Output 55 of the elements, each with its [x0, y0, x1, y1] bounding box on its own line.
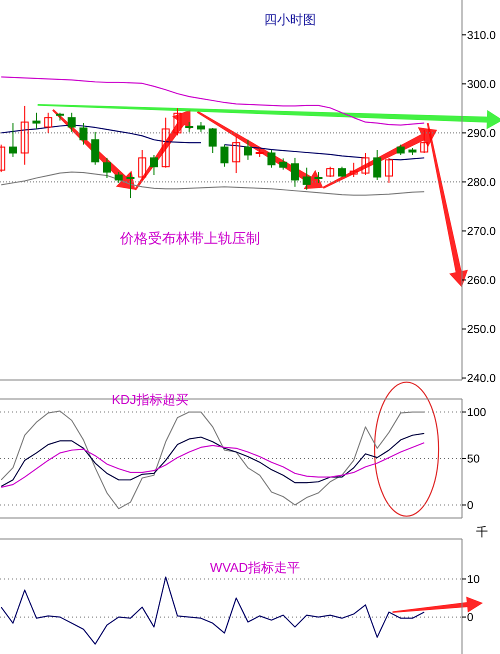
candlestick	[44, 112, 52, 134]
y-tick-label: 50	[467, 454, 480, 466]
candlestick	[150, 154, 158, 176]
y-tick-label: 260.0	[467, 274, 496, 287]
y-tick-label: 250.0	[467, 324, 496, 336]
y-tick-label: 280.0	[467, 176, 496, 189]
annotation: WVAD指标走平	[210, 560, 300, 575]
candlestick	[114, 172, 123, 184]
candlestick	[420, 129, 428, 154]
candlestick	[102, 157, 111, 178]
y-tick-label: 100	[467, 407, 486, 420]
candlestick	[361, 152, 370, 176]
candlestick	[173, 108, 182, 136]
candlestick	[8, 122, 17, 158]
candlestick	[138, 150, 146, 180]
candlestick	[338, 166, 346, 178]
y-tick-label: 0	[467, 612, 474, 624]
candlestick	[91, 131, 100, 166]
candlestick	[232, 136, 240, 174]
line-series	[0, 576, 425, 645]
annotation: 价格受布林带上轨压制	[119, 230, 260, 246]
candlestick	[185, 122, 194, 132]
candlestick	[373, 150, 382, 180]
candlestick	[326, 166, 334, 178]
candlestick	[384, 157, 393, 184]
candlestick	[314, 172, 322, 184]
y-tick-label: 310.0	[467, 30, 496, 42]
candlestick	[267, 150, 276, 168]
annotation: KDJ指标超买	[112, 392, 188, 407]
candlestick	[126, 172, 134, 199]
candlestick	[208, 127, 217, 154]
y-tick-label: 10	[467, 574, 480, 586]
line-series	[0, 76, 425, 126]
candlestick	[350, 162, 358, 178]
line-series	[0, 442, 425, 488]
candlestick	[302, 167, 311, 190]
candlestick	[68, 112, 76, 132]
candlestick	[396, 144, 405, 156]
candlestick	[32, 112, 40, 130]
y-axis-title: 千	[476, 525, 488, 539]
candlestick	[290, 157, 299, 188]
line-series	[0, 432, 425, 487]
y-tick-label: 240.0	[467, 373, 496, 386]
y-tick-label: 0	[467, 500, 474, 512]
candlestick	[279, 158, 288, 170]
candlestick	[196, 122, 205, 132]
candlestick	[220, 144, 228, 168]
y-tick-label: 290.0	[467, 128, 496, 140]
candlestick	[79, 122, 88, 146]
text: 四小时图	[264, 12, 316, 27]
y-tick-label: 300.0	[467, 78, 496, 91]
y-tick-label: 270.0	[467, 226, 496, 238]
candlestick	[20, 105, 29, 166]
candlestick	[162, 117, 170, 168]
candlestick	[244, 139, 252, 160]
